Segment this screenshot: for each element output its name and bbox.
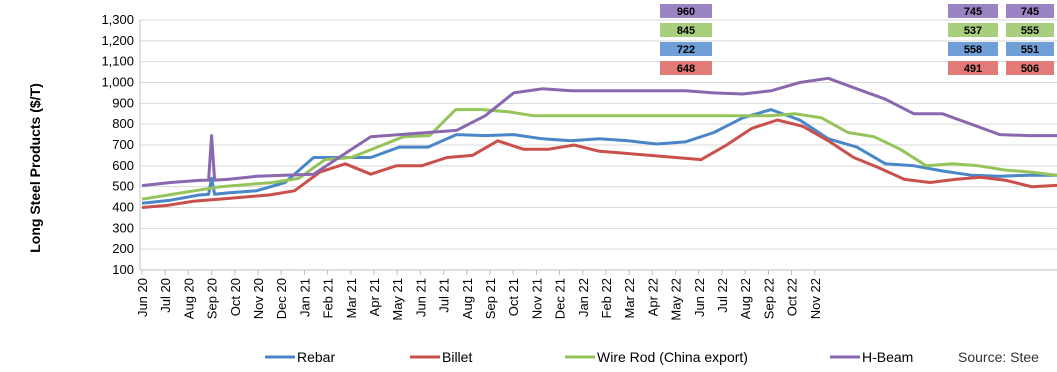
x-tick-label: Mar 22: [622, 278, 637, 318]
value-label-box: [948, 23, 998, 37]
x-tick-label: Aug 22: [738, 278, 753, 319]
legend-entry: Billet: [442, 349, 472, 365]
legend-entry: Rebar: [297, 349, 335, 365]
x-tick-label: Jul 20: [158, 278, 173, 313]
value-labels: 960 845 722 648 745 537 558 491 745 555 551 506: [660, 4, 1054, 75]
value-label-box: [660, 23, 712, 37]
x-tick-label: Oct 21: [506, 278, 521, 316]
series-line-rebar: [141, 108, 1057, 205]
value-label: 537: [964, 25, 982, 37]
value-label-box: [1006, 42, 1054, 56]
value-label: 745: [964, 6, 982, 18]
x-tick-label: Aug 21: [460, 278, 475, 319]
legend-entry: H-Beam: [862, 349, 913, 365]
value-label-box: [660, 61, 712, 75]
x-tick-label: Jun 22: [692, 278, 707, 317]
x-tick-label: Dec 20: [274, 278, 289, 319]
x-tick-label: Nov 22: [808, 278, 823, 319]
value-label-box: [948, 42, 998, 56]
x-tick-label: May 22: [669, 278, 684, 321]
value-label-box: [948, 61, 998, 75]
value-label: 648: [677, 63, 695, 75]
x-tick-label: Jan 21: [297, 278, 312, 317]
x-tick-label: Jun 21: [413, 278, 428, 317]
value-label-box: [948, 4, 998, 18]
y-tick-label: 300: [112, 220, 134, 235]
x-tick-label: Feb 21: [321, 278, 336, 318]
x-tick-label: Oct 22: [785, 278, 800, 316]
y-tick-label: 200: [112, 241, 134, 256]
value-label: 491: [964, 63, 982, 75]
value-label: 558: [964, 44, 982, 56]
value-label-box: [660, 42, 712, 56]
x-tick-label: Jan 22: [576, 278, 591, 317]
y-tick-labels: 100 200 300 400 500 600 700 800 900 1,000 1,100 1,2…: [101, 12, 134, 277]
value-label-box: [1006, 4, 1054, 18]
x-tick-label: Sep 22: [761, 278, 776, 319]
value-label: 551: [1021, 44, 1039, 56]
y-tick-label: 600: [112, 158, 134, 173]
y-tick-label: 1,000: [101, 75, 134, 90]
value-label: 722: [677, 44, 695, 56]
value-label-box: [1006, 61, 1054, 75]
y-tick-label: 400: [112, 200, 134, 215]
x-tick-label: Mar 21: [344, 278, 359, 318]
x-tick-label: Jul 21: [437, 278, 452, 313]
y-tick-label: 1,100: [101, 54, 134, 69]
y-axis-label: Long Steel Products ($/T): [27, 83, 43, 253]
value-label: 960: [677, 6, 695, 18]
x-tick-label: Nov 21: [529, 278, 544, 319]
x-tick-label: Dec 21: [553, 278, 568, 319]
x-tick-label: Oct 20: [228, 278, 243, 316]
x-tick-labels: Jun 20 Jul 20 Aug 20 Sep 20 Oct 20 Nov 20 Dec …: [135, 270, 823, 321]
x-tick-label: Jun 20: [135, 278, 150, 317]
series-line-billet: [141, 118, 1057, 209]
legend: Rebar Billet Wire Rod (China export) H-Beam: [265, 349, 913, 365]
value-label: 745: [1021, 6, 1039, 18]
x-tick-label: Feb 22: [599, 278, 614, 318]
y-tick-label: 1,200: [101, 33, 134, 48]
x-tick-label: Aug 20: [181, 278, 196, 319]
x-tick-label: Sep 21: [483, 278, 498, 319]
x-tick-label: Apr 21: [367, 278, 382, 316]
y-tick-label: 500: [112, 179, 134, 194]
value-label: 506: [1021, 63, 1039, 75]
y-tick-label: 900: [112, 95, 134, 110]
series-line-wire-rod-china-export: [141, 108, 1057, 201]
source-note: Source: Stee: [958, 349, 1039, 365]
x-tick-label: Nov 20: [251, 278, 266, 319]
y-tick-label: 800: [112, 116, 134, 131]
x-tick-label: Apr 22: [645, 278, 660, 316]
series-line-h-beam: [141, 76, 1057, 188]
x-tick-label: Jul 22: [715, 278, 730, 313]
x-tick-label: Sep 20: [205, 278, 220, 319]
y-tick-label: 100: [112, 262, 134, 277]
value-label-box: [660, 4, 712, 18]
y-tick-label: 1,300: [101, 12, 134, 27]
value-label-box: [1006, 23, 1054, 37]
x-tick-label: May 21: [390, 278, 405, 321]
series-lines: [141, 76, 1057, 209]
gridlines: [139, 19, 1057, 271]
value-label: 845: [677, 25, 695, 37]
y-tick-label: 700: [112, 137, 134, 152]
legend-entry: Wire Rod (China export): [597, 349, 748, 365]
value-label: 555: [1021, 25, 1039, 37]
